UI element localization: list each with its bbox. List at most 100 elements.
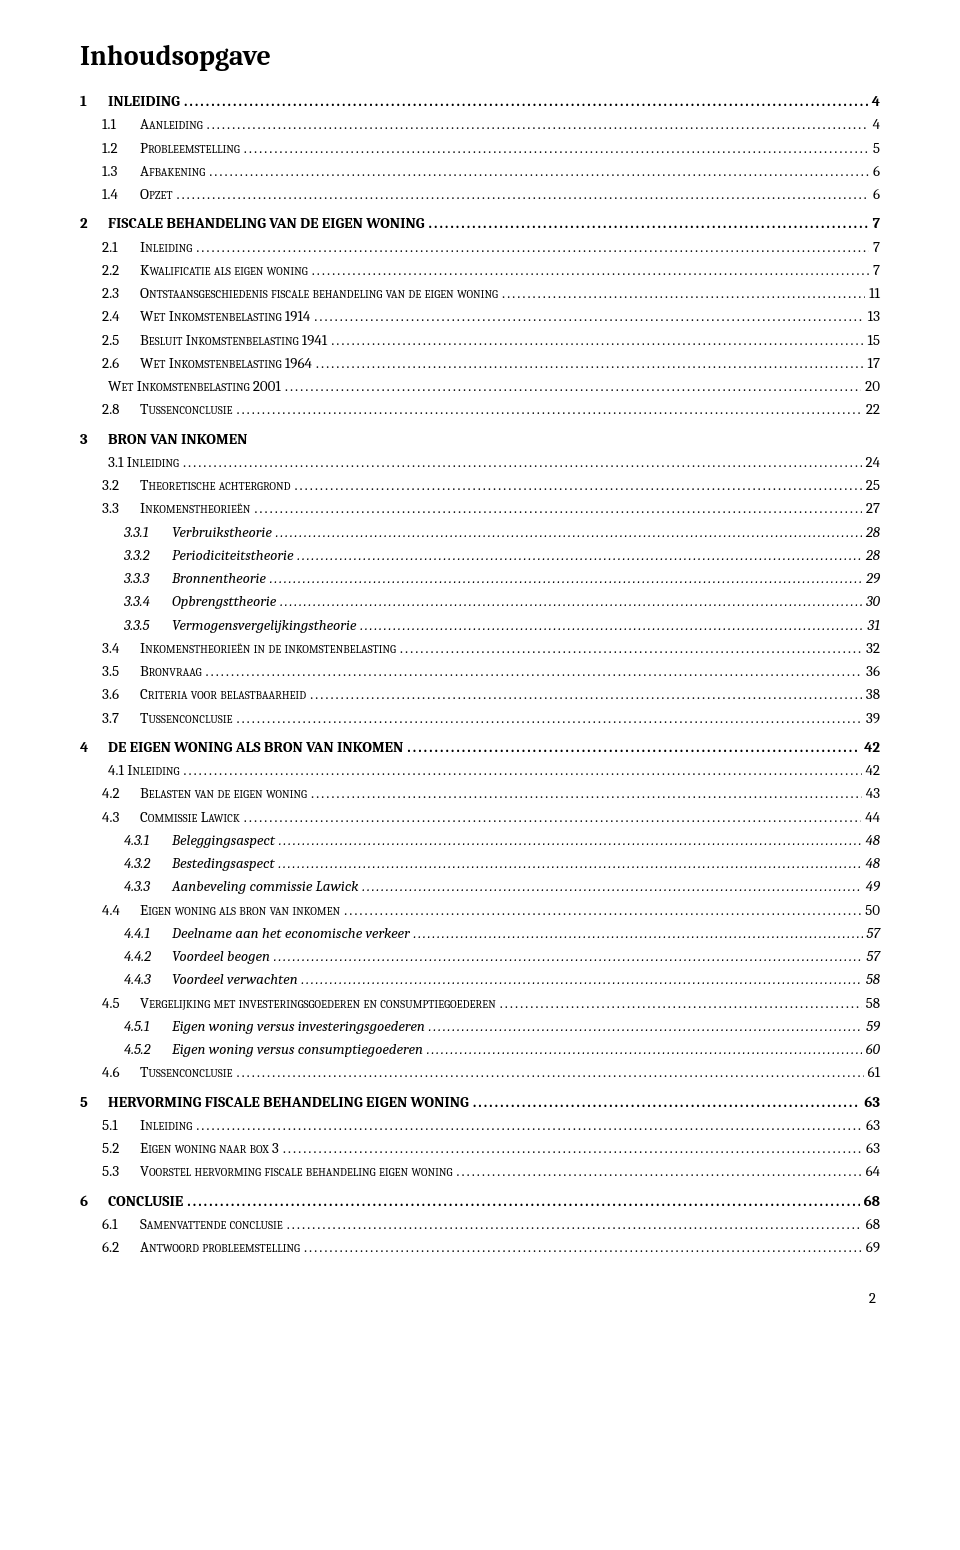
toc-leader-dots <box>240 806 861 829</box>
toc-entry-number: 3 <box>80 428 108 451</box>
toc-entry-label: Voorstel hervorming fiscale behandeling … <box>140 1160 452 1183</box>
toc-entry-number: 2.8 <box>102 398 140 421</box>
toc-entry: 2FISCALE BEHANDELING VAN DE EIGEN WONING… <box>80 212 880 235</box>
toc-entry-number: 3.3.3 <box>124 567 172 590</box>
toc-entry-label: Voordeel verwachten <box>172 968 298 991</box>
document-page: Inhoudsopgave 1INLEIDING41.1Aanleiding41… <box>0 0 960 1347</box>
toc-entry-label: DE EIGEN WONING ALS BRON VAN INKOMEN <box>108 736 403 759</box>
toc-entry-label: Wet Inkomstenbelasting 1914 <box>140 305 310 328</box>
toc-entry-page: 63 <box>860 1091 880 1114</box>
toc-entry-label: Eigen woning als bron van inkomen <box>140 899 340 922</box>
toc-leader-dots <box>327 329 863 352</box>
toc-entry: 2.4Wet Inkomstenbelasting 191413 <box>102 305 880 328</box>
toc-entry-number: 6.1 <box>102 1213 140 1236</box>
toc-entry-number: 2 <box>80 212 108 235</box>
toc-leader-dots <box>279 1137 862 1160</box>
toc-entry: 4.3.2Bestedingsaspect48 <box>124 852 880 875</box>
toc-entry: 3.3.5Vermogensvergelijkingstheorie31 <box>124 614 880 637</box>
toc-entry: 4.4.3Voordeel verwachten58 <box>124 968 880 991</box>
toc-entry-number: 2.3 <box>102 282 140 305</box>
toc-leader-dots <box>232 398 861 421</box>
toc-entry-label: INLEIDING <box>108 90 180 113</box>
toc-entry: 5.3Voorstel hervorming fiscale behandeli… <box>102 1160 880 1183</box>
toc-entry-label: Bestedingsaspect <box>172 852 275 875</box>
toc-leader-dots <box>359 875 862 898</box>
toc-entry-page: 7 <box>869 236 880 259</box>
toc-entry: 4.1 Inleiding42 <box>102 759 880 782</box>
toc-entry-label: Antwoord probleemstelling <box>140 1236 300 1259</box>
toc-entry: 4.4.2Voordeel beogen57 <box>124 945 880 968</box>
toc-entry-label: Aanleiding <box>140 113 203 136</box>
toc-entry-number: 4.4 <box>102 899 140 922</box>
toc-entry: 3.2Theoretische achtergrond 25 <box>102 474 880 497</box>
toc-entry-page: 11 <box>865 282 880 305</box>
toc-entry-number: 3.3.5 <box>124 614 172 637</box>
toc-entry-number: 3.3.4 <box>124 590 172 613</box>
toc-entry-label: Inkomenstheorieën <box>140 497 250 520</box>
toc-entry-number: 3.2 <box>102 474 140 497</box>
toc-entry: 1.1Aanleiding4 <box>102 113 880 136</box>
toc-entry: 3.7Tussenconclusie39 <box>102 707 880 730</box>
toc-entry-page: 25 <box>862 474 880 497</box>
toc-entry-page: 42 <box>862 759 880 782</box>
toc-entry-number: 3.3.2 <box>124 544 172 567</box>
toc-leader-dots <box>205 160 869 183</box>
toc-entry: 4.3Commissie Lawick44 <box>102 806 880 829</box>
toc-leader-dots <box>283 1213 862 1236</box>
toc-leader-dots <box>294 544 862 567</box>
toc-entry-label: Commissie Lawick <box>140 806 240 829</box>
toc-entry-label: Eigen woning naar box 3 <box>140 1137 279 1160</box>
toc-entry-number: 1 <box>80 90 108 113</box>
toc-entry-number: 2.5 <box>102 329 140 352</box>
toc-entry-label: Periodiciteitstheorie <box>172 544 294 567</box>
toc-entry-label: Theoretische achtergrond <box>140 474 290 497</box>
toc-leader-dots <box>310 305 863 328</box>
page-number: 2 <box>80 1289 880 1307</box>
toc-leader-dots <box>173 183 869 206</box>
toc-entry-page: 60 <box>862 1038 880 1061</box>
toc-entry-page: 68 <box>862 1213 880 1236</box>
toc-entry-number: 2.2 <box>102 259 140 282</box>
toc-entry-label: Besluit Inkomstenbelasting 1941 <box>140 329 327 352</box>
toc-leader-dots <box>308 259 869 282</box>
toc-leader-dots <box>469 1091 860 1114</box>
toc-entry-label: Probleemstelling <box>140 137 240 160</box>
toc-leader-dots <box>425 212 869 235</box>
toc-entry: 4.6Tussenconclusie61 <box>102 1061 880 1084</box>
toc-entry-page: 30 <box>862 590 880 613</box>
toc-entry-page: 6 <box>869 160 880 183</box>
toc-entry-page: 61 <box>864 1061 880 1084</box>
toc-entry-label: 3.1 Inleiding <box>108 451 179 474</box>
toc-entry-number: 1.3 <box>102 160 140 183</box>
toc-entry-page: 6 <box>869 183 880 206</box>
toc-entry-number: 3.6 <box>102 683 140 706</box>
toc-entry-number: 2.1 <box>102 236 140 259</box>
toc-leader-dots <box>180 90 868 113</box>
toc-entry-label: Opbrengsttheorie <box>172 590 276 613</box>
toc-entry-label: FISCALE BEHANDELING VAN DE EIGEN WONING <box>108 212 425 235</box>
toc-entry-number: 5.3 <box>102 1160 140 1183</box>
toc-entry-number: 4.3.3 <box>124 875 172 898</box>
toc-entry-number: 1.4 <box>102 183 140 206</box>
toc-entry-label: Tussenconclusie <box>140 1061 232 1084</box>
toc-entry-label: Ontstaansgeschiedenis fiscale behandelin… <box>140 282 498 305</box>
toc-entry-page: 20 <box>861 375 880 398</box>
toc-entry-label: Voordeel beogen <box>172 945 270 968</box>
toc-entry-label: Eigen woning versus consumptiegoederen <box>172 1038 423 1061</box>
toc-entry-label: Kwalificatie als eigen woning <box>140 259 308 282</box>
toc-entry-number: 5.2 <box>102 1137 140 1160</box>
toc-entry-page: 57 <box>863 945 880 968</box>
toc-entry-page: 36 <box>862 660 880 683</box>
toc-entry: 5.2Eigen woning naar box 363 <box>102 1137 880 1160</box>
toc-leader-dots <box>270 945 863 968</box>
toc-entry-label: Aanbeveling commissie Lawick <box>172 875 359 898</box>
toc-entry: 1.3Afbakening6 <box>102 160 880 183</box>
toc-leader-dots <box>356 614 863 637</box>
toc-leader-dots <box>396 637 862 660</box>
toc-entry-page: 63 <box>862 1114 880 1137</box>
toc-entry-number: 2.4 <box>102 305 140 328</box>
toc-entry-page: 27 <box>862 497 880 520</box>
toc-entry-number: 4.3.1 <box>124 829 172 852</box>
toc-entry-number: 4.5.1 <box>124 1015 172 1038</box>
toc-entry: 3.3.1Verbruikstheorie28 <box>124 521 880 544</box>
